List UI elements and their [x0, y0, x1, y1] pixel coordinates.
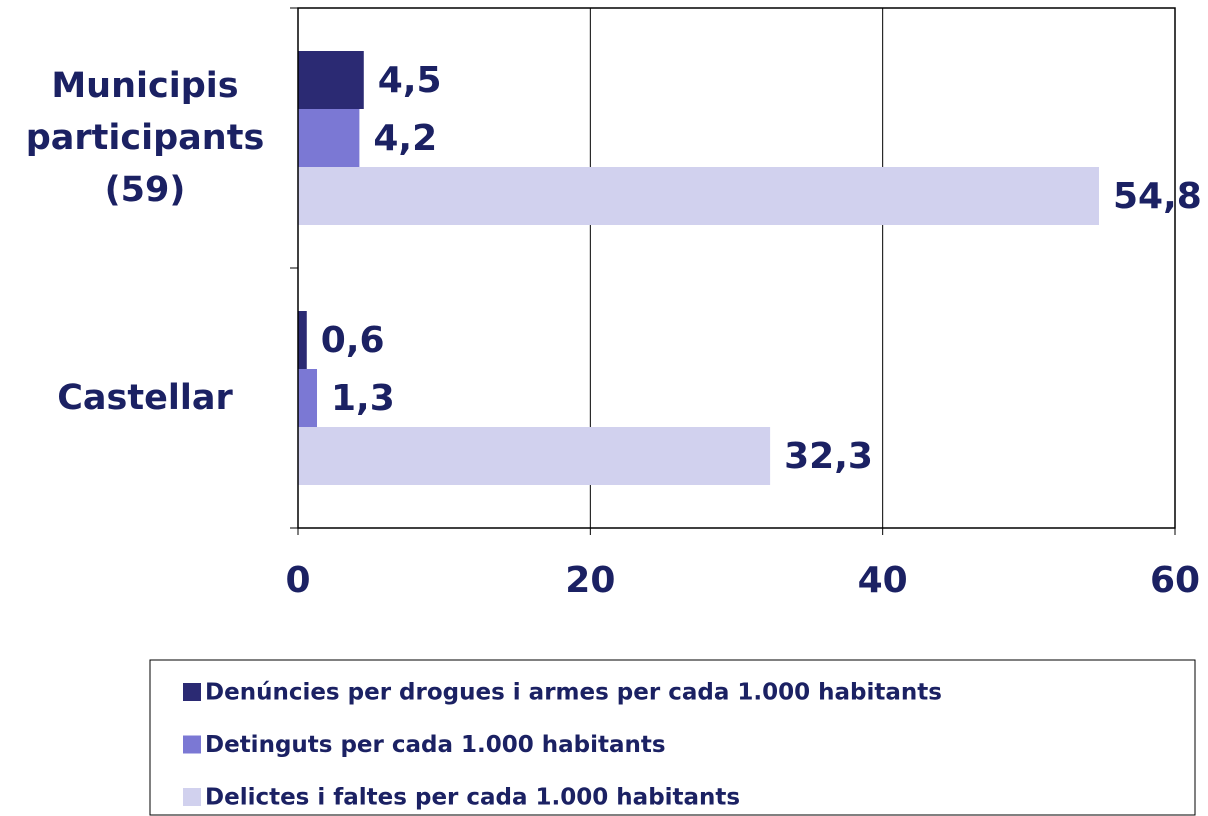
- bar: [298, 369, 318, 427]
- bar: [298, 311, 307, 369]
- legend-label: Denúncies per drogues i armes per cada 1…: [205, 680, 942, 706]
- x-tick-label: 20: [565, 560, 615, 601]
- data-label: 0,6: [321, 320, 385, 361]
- x-tick-label: 60: [1150, 560, 1200, 601]
- bar: [298, 167, 1099, 225]
- legend-swatch: [183, 735, 201, 754]
- x-tick-label: 0: [285, 560, 310, 601]
- legend-box: [149, 659, 1196, 816]
- y-tick-label: Castellar: [57, 378, 233, 418]
- data-label: 1,3: [331, 378, 395, 419]
- legend-swatch: [183, 683, 201, 701]
- data-label: 4,2: [373, 118, 437, 159]
- x-tick-label: 40: [858, 560, 908, 601]
- bar: [298, 109, 360, 167]
- y-tick-label: Municipis participants (59): [25, 66, 265, 210]
- data-label: 54,8: [1113, 176, 1202, 217]
- legend-swatch: [183, 788, 201, 806]
- data-label: 32,3: [784, 436, 873, 477]
- data-label: 4,5: [378, 60, 442, 101]
- bar: [298, 427, 771, 485]
- bar: [298, 51, 364, 109]
- legend-label: Delictes i faltes per cada 1.000 habitan…: [205, 785, 740, 811]
- legend-label: Detinguts per cada 1.000 habitants: [205, 732, 666, 758]
